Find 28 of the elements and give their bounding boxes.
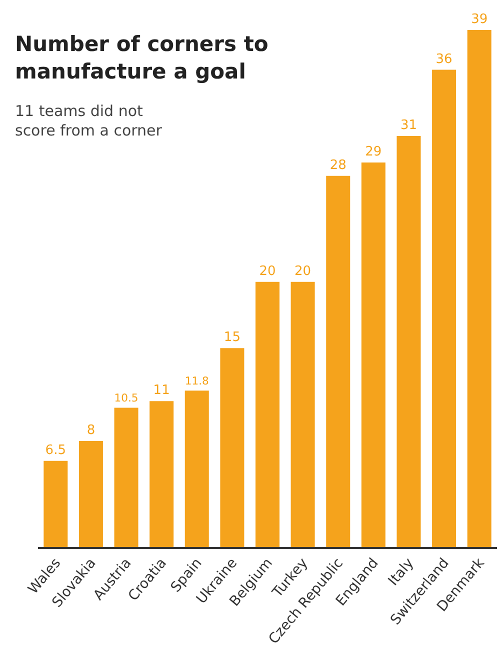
- data-label: 36: [436, 52, 452, 67]
- bar: [290, 282, 315, 547]
- data-label: 29: [365, 144, 382, 160]
- bar: [432, 70, 456, 547]
- data-label: 11: [153, 383, 170, 398]
- text: Number of corners to manufacture a goal: [15, 32, 268, 84]
- data-label: 6.5: [45, 442, 66, 458]
- data-label: 39: [471, 12, 488, 27]
- data-label: 8: [86, 422, 96, 438]
- data-label: 11.8: [184, 374, 210, 388]
- text: 11 teams did not score from a corner: [15, 102, 163, 140]
- bar: [150, 401, 174, 547]
- bar: [114, 408, 138, 547]
- bar: [44, 460, 68, 547]
- bar: [326, 176, 350, 547]
- data-label: 31: [400, 118, 418, 134]
- bar: [467, 30, 492, 547]
- bar: [220, 348, 244, 547]
- bar: [396, 136, 421, 547]
- data-label: 20: [259, 264, 276, 279]
- bar: [256, 282, 280, 547]
- bar: [78, 440, 103, 547]
- bar: [184, 390, 209, 547]
- bar: [361, 162, 386, 547]
- data-label: 28: [330, 158, 346, 173]
- data-label: 10.5: [114, 391, 138, 404]
- data-label: 15: [224, 330, 240, 346]
- data-label: 20: [294, 264, 312, 279]
